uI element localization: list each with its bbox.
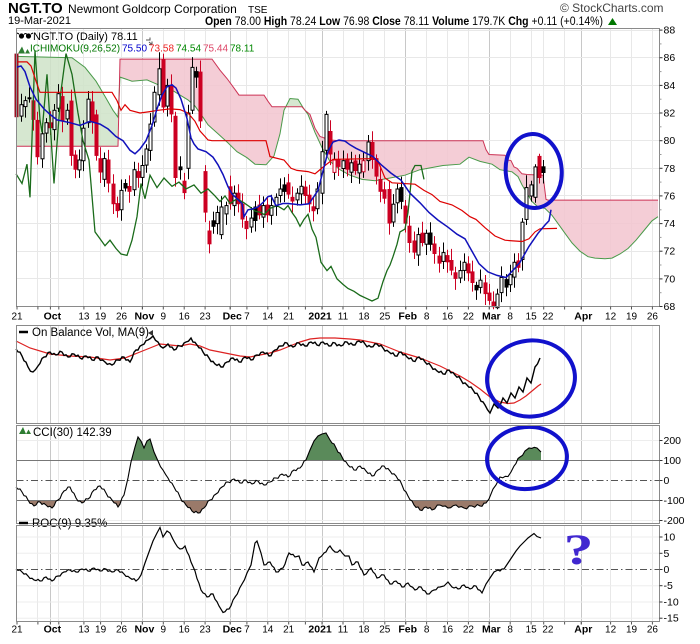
svg-text:Newmont Goldcorp Corporation: Newmont Goldcorp Corporation: [68, 2, 237, 16]
svg-text:-10: -10: [664, 597, 679, 609]
svg-text:-5: -5: [664, 580, 673, 592]
svg-text:8: 8: [424, 625, 430, 636]
svg-text:0: 0: [664, 564, 670, 576]
svg-text:10: 10: [664, 532, 676, 544]
svg-text:-15: -15: [664, 613, 679, 625]
svg-text:18: 18: [358, 312, 370, 323]
svg-text:19: 19: [626, 625, 638, 636]
svg-text:74: 74: [664, 218, 676, 230]
svg-text:22: 22: [542, 625, 554, 636]
svg-text:TSE: TSE: [248, 5, 268, 16]
svg-text:23: 23: [200, 625, 212, 636]
svg-text:14: 14: [262, 312, 274, 323]
svg-text:25: 25: [379, 312, 391, 323]
svg-text:21: 21: [11, 625, 23, 636]
svg-text:Mar: Mar: [482, 311, 501, 323]
svg-text:Apr: Apr: [574, 311, 592, 323]
svg-text:22: 22: [542, 312, 554, 323]
svg-text:14: 14: [262, 625, 274, 636]
svg-text:-100: -100: [664, 495, 685, 507]
svg-text:© StockCharts.com: © StockCharts.com: [560, 1, 664, 15]
svg-text:ICHIMOKU(9,26,52): ICHIMOKU(9,26,52): [30, 44, 120, 55]
svg-text:23: 23: [200, 312, 212, 323]
svg-text:16: 16: [442, 625, 454, 636]
svg-text:19: 19: [95, 312, 107, 323]
svg-text:75.44: 75.44: [203, 44, 228, 55]
svg-text:NGT.TO: NGT.TO: [8, 0, 63, 17]
svg-text:70: 70: [664, 273, 676, 285]
svg-text:19: 19: [95, 625, 107, 636]
svg-text:NGT.TO (Daily) 78.11: NGT.TO (Daily) 78.11: [33, 31, 138, 43]
svg-text:22: 22: [463, 312, 475, 323]
svg-text:Nov: Nov: [134, 624, 154, 636]
svg-text:75.50: 75.50: [122, 44, 147, 55]
svg-text:9: 9: [161, 625, 167, 636]
svg-text:78.11: 78.11: [230, 44, 255, 55]
svg-text:13: 13: [78, 312, 90, 323]
svg-text:88: 88: [664, 25, 676, 37]
svg-text:82: 82: [664, 108, 676, 120]
svg-text:86: 86: [664, 52, 676, 64]
svg-text:Oct: Oct: [44, 311, 62, 323]
svg-text:19: 19: [626, 312, 638, 323]
svg-text:21: 21: [283, 625, 295, 636]
svg-text:16: 16: [179, 625, 191, 636]
svg-text:Nov: Nov: [134, 311, 154, 323]
svg-text:18: 18: [358, 625, 370, 636]
svg-text:11: 11: [338, 312, 349, 323]
svg-text:15: 15: [526, 625, 538, 636]
svg-text:13: 13: [78, 625, 90, 636]
svg-text:72: 72: [664, 246, 676, 258]
svg-text:16: 16: [442, 312, 454, 323]
svg-text:19-Mar-2021: 19-Mar-2021: [8, 15, 71, 27]
svg-text:7: 7: [244, 312, 250, 323]
svg-text:80: 80: [664, 135, 676, 147]
svg-text:26: 26: [647, 312, 659, 323]
svg-text:25: 25: [379, 625, 391, 636]
svg-text:74.54: 74.54: [176, 44, 201, 55]
svg-text:0: 0: [664, 475, 670, 487]
svg-text:Open 78.00 High 78.24 Low 76.9: Open 78.00 High 78.24 Low 76.98 Close 78…: [205, 16, 603, 28]
svg-text:15: 15: [526, 312, 538, 323]
svg-text:22: 22: [463, 625, 475, 636]
svg-text:21: 21: [11, 312, 23, 323]
svg-text:100: 100: [664, 455, 682, 467]
svg-text:8: 8: [424, 312, 430, 323]
svg-text:68: 68: [664, 301, 676, 313]
svg-text:Feb: Feb: [398, 624, 417, 636]
svg-text:Oct: Oct: [44, 624, 62, 636]
svg-text:2021: 2021: [308, 311, 332, 323]
svg-text:2021: 2021: [308, 624, 332, 636]
svg-text:Feb: Feb: [398, 311, 417, 323]
svg-text:On Balance Vol, MA(9): On Balance Vol, MA(9): [32, 327, 149, 339]
svg-text:84: 84: [664, 80, 676, 92]
svg-text:16: 16: [179, 312, 191, 323]
svg-text:21: 21: [283, 312, 295, 323]
svg-text:73.58: 73.58: [149, 44, 174, 55]
svg-text:78: 78: [664, 163, 676, 175]
svg-text:76: 76: [664, 190, 676, 202]
svg-text:ROC(9) 9.35%: ROC(9) 9.35%: [32, 518, 107, 530]
svg-text:12: 12: [605, 625, 617, 636]
svg-text:Dec: Dec: [223, 624, 242, 636]
svg-text:-200: -200: [664, 515, 685, 527]
svg-text:5: 5: [664, 548, 670, 560]
svg-text:26: 26: [116, 312, 128, 323]
svg-text:200: 200: [664, 435, 682, 447]
svg-text:8: 8: [507, 312, 513, 323]
svg-text:?: ?: [564, 527, 594, 574]
svg-text:CCI(30) 142.39: CCI(30) 142.39: [33, 427, 112, 439]
svg-text:26: 26: [647, 625, 659, 636]
svg-text:Apr: Apr: [574, 624, 592, 636]
svg-text:11: 11: [338, 625, 349, 636]
svg-text:8: 8: [507, 625, 513, 636]
svg-text:7: 7: [244, 625, 250, 636]
svg-text:26: 26: [116, 625, 128, 636]
svg-text:9: 9: [161, 312, 167, 323]
svg-text:12: 12: [605, 312, 617, 323]
svg-text:Dec: Dec: [223, 311, 242, 323]
svg-text:Mar: Mar: [482, 624, 501, 636]
